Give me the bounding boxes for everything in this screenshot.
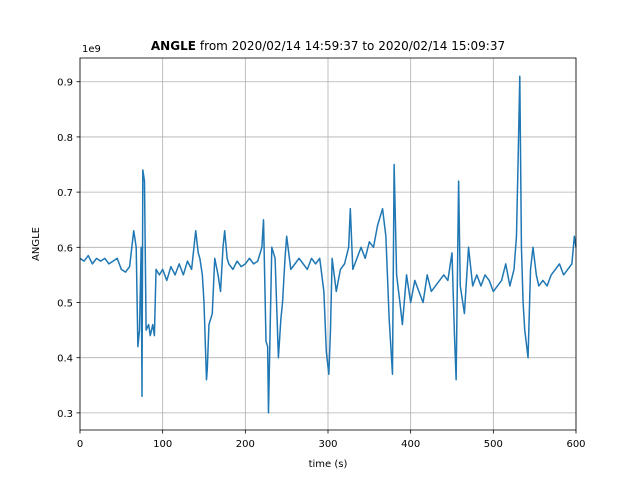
x-tick-label: 500 xyxy=(484,439,503,450)
y-tick-label: 0.7 xyxy=(57,188,73,199)
x-tick-label: 200 xyxy=(236,439,255,450)
axes-frame xyxy=(79,57,577,431)
y-tick-label: 0.8 xyxy=(57,133,73,144)
title-bold: ANGLE xyxy=(151,39,196,53)
data-line xyxy=(79,75,577,414)
x-tick-label: 100 xyxy=(153,439,172,450)
chart-title: ANGLE from 2020/02/14 14:59:37 to 2020/02… xyxy=(151,39,505,53)
x-axis-label: time (s) xyxy=(309,459,348,470)
y-axis-label: ANGLE xyxy=(31,227,42,261)
title-rest: from 2020/02/14 14:59:37 to 2020/02/14 1… xyxy=(200,39,505,53)
x-tick-label: 0 xyxy=(77,439,83,450)
x-tick-label: 300 xyxy=(318,439,337,450)
y-offset-label: 1e9 xyxy=(82,44,101,55)
y-tick-label: 0.5 xyxy=(57,299,73,310)
plot-area: 0 100 200 300 400 500 600 0.3 0.4 0.5 0.6 0.7 0.8 0.9 xyxy=(57,57,586,450)
y-tick-label: 0.6 xyxy=(57,243,73,254)
x-tick-label: 600 xyxy=(566,439,585,450)
y-tick-label: 0.3 xyxy=(57,409,73,420)
y-tick-label: 0.4 xyxy=(57,354,73,365)
x-tick-label: 400 xyxy=(401,439,420,450)
y-tick-label: 0.9 xyxy=(57,78,73,89)
